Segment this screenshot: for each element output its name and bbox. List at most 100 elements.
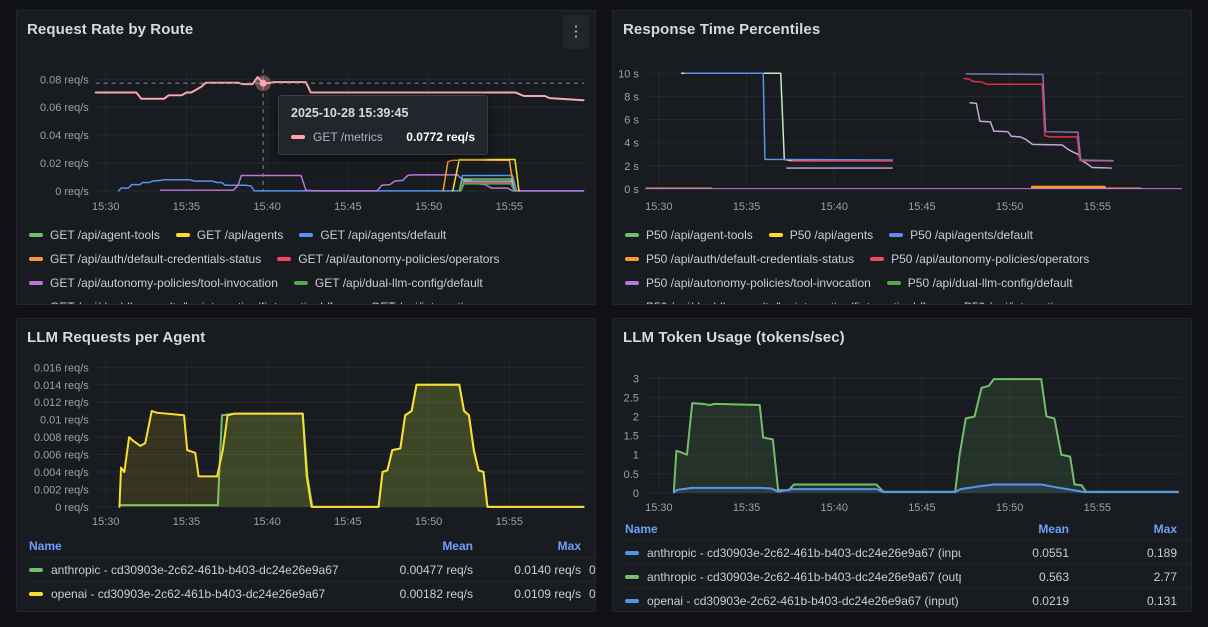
series-color-swatch	[889, 233, 904, 237]
y-axis-tick-label: 4 s	[624, 138, 639, 150]
x-axis-tick-label: 15:40	[821, 502, 848, 514]
legend-table-row: anthropic - cd30903e-2c62-461b-b403-dc24…	[625, 540, 1191, 564]
llm-token-usage-chart[interactable]: 3 2.5 2 1.5 1 0.5 0 15:30 15:35 15:40 15:45 15:50 15…	[613, 319, 1191, 611]
y-axis-tick-label: 0.06 req/s	[40, 102, 89, 114]
series-color-swatch	[886, 281, 901, 285]
series-color-swatch	[768, 233, 783, 237]
series-area-openai	[119, 384, 584, 507]
x-axis-tick-label: 15:30	[645, 502, 672, 514]
x-axis-tick-label: 15:50	[996, 201, 1023, 213]
legend-item-label: GET /api/agent-tools	[50, 228, 160, 242]
y-axis-tick-label: 2 s	[624, 161, 639, 173]
series-color-swatch	[293, 281, 308, 285]
series-line-blue-p50	[684, 72, 893, 161]
column-header-max[interactable]: Max	[557, 539, 581, 553]
legend-table-row: openai - cd30903e-2c62-461b-b403-dc24e26…	[625, 588, 1191, 611]
clipped-column-value: 0.0	[581, 563, 595, 577]
panel-llm-requests-per-agent: LLM Requests per Agent 0.016 req/s 0.014 …	[16, 318, 596, 612]
x-axis-tick-label: 15:35	[173, 201, 200, 213]
x-axis-tick-label: 15:55	[1084, 502, 1111, 514]
panel-menu-kebab-icon[interactable]: ⋮	[563, 15, 589, 49]
y-axis-tick-label: 0.5	[624, 469, 639, 481]
series-name-label: anthropic - cd30903e-2c62-461b-b403-dc24…	[647, 545, 961, 560]
legend-item[interactable]: GET /api/agents/default	[299, 223, 446, 247]
column-header-name: Name	[29, 539, 62, 553]
legend-table-row: openai - cd30903e-2c62-461b-b403-dc24e26…	[29, 581, 595, 605]
legend-item[interactable]: GET /api/interactions	[350, 295, 483, 304]
hover-point	[259, 79, 267, 87]
legend-table-header: Name Mean Max	[625, 518, 1191, 540]
y-axis-tick-label: 1.5	[624, 431, 639, 443]
series-color-swatch	[175, 233, 190, 237]
response-time-chart[interactable]: 10 s 8 s 6 s 4 s 2 s 0 s 15:30 15:35 15:40 15:45 1…	[613, 11, 1191, 304]
legend-item-label: P50 /api/agent-tools	[646, 228, 753, 242]
series-name[interactable]: anthropic - cd30903e-2c62-461b-b403-dc24…	[29, 563, 365, 577]
series-name-label: openai - cd30903e-2c62-461b-b403-dc24e26…	[647, 593, 959, 608]
panel-title: LLM Requests per Agent	[27, 329, 206, 346]
y-axis-tick-label: 1	[633, 450, 639, 462]
legend-item[interactable]: P50 /api/agents/default	[889, 223, 1033, 247]
series-line-GET /api/auth/default-credentials-status	[442, 159, 515, 192]
panel-response-time-percentiles: Response Time Percentiles 10 s 8 s 6 s 4 s 2…	[612, 10, 1192, 305]
x-axis-tick-label: 15:45	[334, 201, 361, 213]
x-axis-tick-label: 15:45	[908, 201, 935, 213]
tooltip-timestamp: 2025-10-28 15:39:45	[291, 106, 409, 120]
series-color-swatch	[277, 257, 292, 261]
x-axis-tick-label: 15:55	[496, 516, 523, 528]
series-color-swatch	[625, 574, 639, 579]
x-axis-tick-label: 15:45	[334, 516, 361, 528]
series-name[interactable]: openai - cd30903e-2c62-461b-b403-dc24e26…	[625, 594, 961, 608]
legend-item-label: P50 /api/dual-llm-config/default	[907, 276, 1073, 290]
series-color-swatch	[625, 598, 639, 603]
chart-tooltip: 2025-10-28 15:39:45 GET /metrics 0.0772 …	[278, 95, 488, 155]
legend-item-label: P50 /api/auth/default-credentials-status	[646, 252, 855, 266]
column-header-max[interactable]: Max	[1153, 522, 1177, 536]
series-name[interactable]: anthropic - cd30903e-2c62-461b-b403-dc24…	[625, 570, 961, 584]
column-header-name: Name	[625, 522, 658, 536]
legend-item[interactable]: P50 /api/autonomy-policies/operators	[870, 247, 1089, 271]
series-line-GET /api/agents	[452, 158, 520, 192]
column-header-mean[interactable]: Mean	[1038, 522, 1069, 536]
legend-item[interactable]: GET /api/agents	[175, 223, 283, 247]
series-line-red-p50	[963, 77, 1114, 162]
legend-item[interactable]: P50 /api/interactions	[943, 295, 1073, 304]
series-name[interactable]: anthropic - cd30903e-2c62-461b-b403-dc24…	[625, 546, 961, 560]
y-axis-tick-label: 0 s	[624, 184, 639, 196]
series-color-swatch	[625, 281, 639, 285]
legend-item[interactable]: P50 /api/dual-llm-results/by-interaction…	[625, 295, 927, 304]
x-axis-tick-label: 15:35	[173, 516, 200, 528]
legend-item[interactable]: GET /api/dual-llm-results/by-interaction…	[29, 295, 334, 304]
series-line-dark-purple-p50	[965, 73, 1114, 162]
legend-item[interactable]: GET /api/dual-llm-config/default	[293, 271, 483, 295]
y-axis-tick-label: 0 req/s	[55, 502, 89, 514]
llm-requests-chart[interactable]: 0.016 req/s 0.014 req/s 0.012 req/s 0.01 re…	[17, 319, 595, 611]
series-color-swatch	[870, 257, 885, 261]
series-name[interactable]: openai - cd30903e-2c62-461b-b403-dc24e26…	[29, 587, 365, 601]
y-axis-tick-label: 0.006 req/s	[34, 450, 89, 462]
max-value: 0.0109 req/s	[514, 586, 581, 601]
y-axis-tick-label: 10 s	[618, 68, 639, 80]
legend-item-label: GET /api/autonomy-policies/operators	[298, 252, 500, 266]
legend-item[interactable]: P50 /api/agents	[768, 223, 873, 247]
series-line-GET /metrics	[94, 76, 585, 102]
legend-item[interactable]: GET /api/autonomy-policies/operators	[277, 247, 499, 271]
legend-item-label: GET /api/agents/default	[320, 228, 447, 242]
y-axis-tick-label: 2	[633, 411, 639, 423]
legend-item[interactable]: GET /api/autonomy-policies/tool-invocati…	[29, 271, 278, 295]
y-axis-tick-label: 0.014 req/s	[34, 380, 89, 392]
series-color-swatch	[625, 233, 639, 237]
column-header-mean[interactable]: Mean	[442, 539, 473, 553]
legend-item[interactable]: P50 /api/auth/default-credentials-status	[625, 247, 854, 271]
legend-item[interactable]: GET /api/auth/default-credentials-status	[29, 247, 261, 271]
legend-item[interactable]: P50 /api/autonomy-policies/tool-invocati…	[625, 271, 871, 295]
tooltip-series-label: GET /metrics	[313, 130, 383, 144]
max-value: 0.189	[1146, 545, 1177, 560]
panel-llm-token-usage: LLM Token Usage (tokens/sec) 3 2.5 2 1.5 1 0.…	[612, 318, 1192, 612]
legend-item[interactable]: P50 /api/dual-llm-config/default	[886, 271, 1073, 295]
clipped-column-value: 0.0	[581, 587, 595, 601]
series-legend: GET /api/agent-tools GET /api/agents GET /…	[29, 223, 587, 304]
legend-item[interactable]: GET /api/agent-tools	[29, 223, 160, 247]
request-rate-chart[interactable]: 0.08 req/s 0.06 req/s 0.04 req/s 0.02 req/s…	[17, 11, 595, 304]
legend-item[interactable]: P50 /api/agent-tools	[625, 223, 753, 247]
tooltip-series-swatch	[291, 135, 305, 139]
